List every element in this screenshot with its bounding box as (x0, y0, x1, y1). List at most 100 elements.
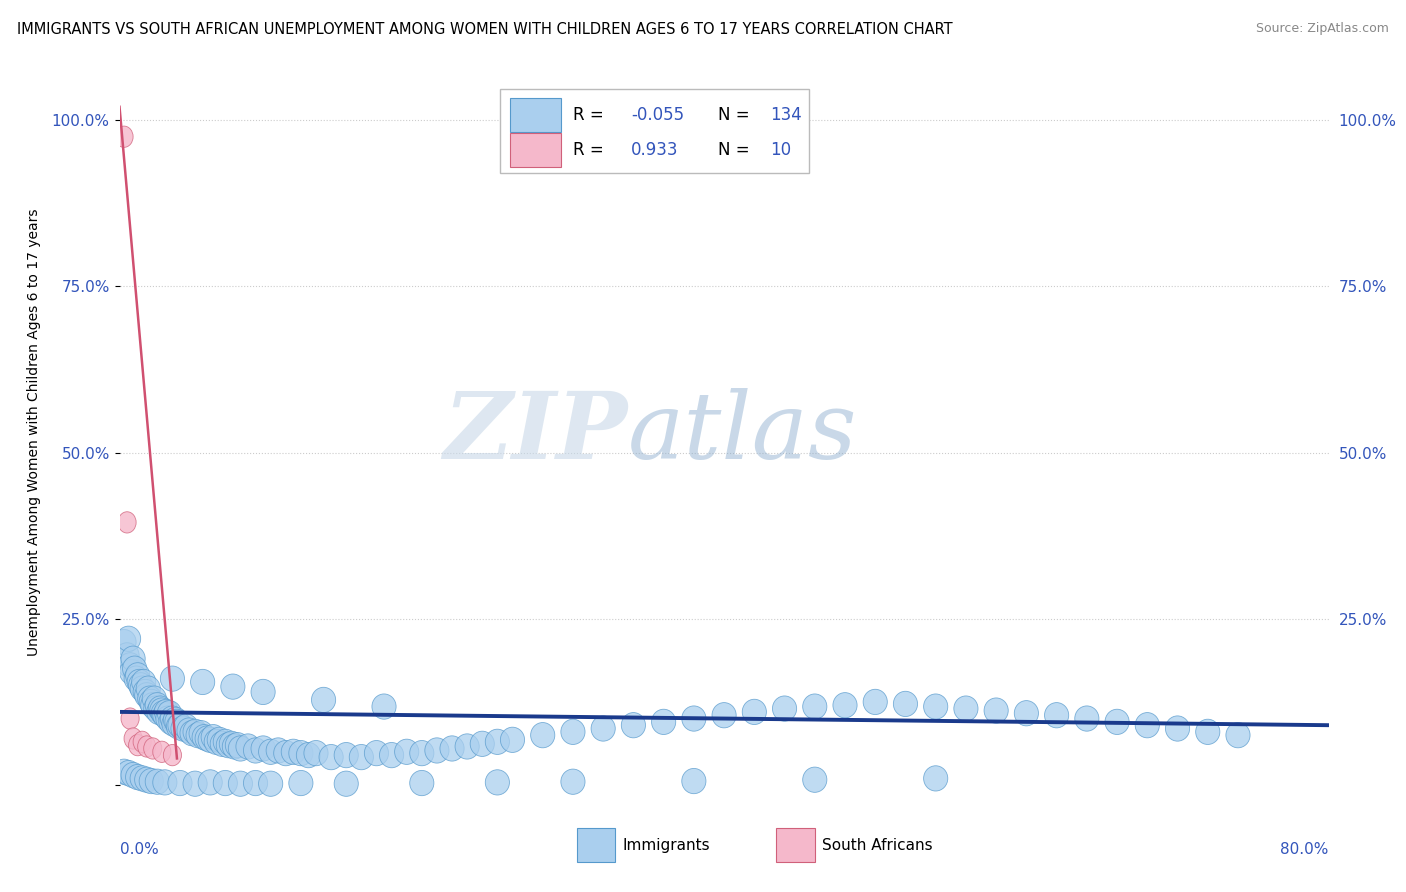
Ellipse shape (153, 770, 177, 795)
Ellipse shape (772, 696, 797, 722)
Ellipse shape (252, 736, 276, 761)
Ellipse shape (195, 726, 219, 751)
Text: Immigrants: Immigrants (623, 838, 710, 853)
Ellipse shape (131, 765, 155, 791)
Ellipse shape (115, 126, 134, 147)
Ellipse shape (266, 738, 290, 763)
Ellipse shape (485, 770, 509, 795)
FancyBboxPatch shape (501, 89, 808, 173)
Ellipse shape (409, 771, 434, 796)
Ellipse shape (145, 769, 169, 795)
Ellipse shape (349, 745, 374, 770)
Ellipse shape (115, 643, 139, 668)
Ellipse shape (335, 742, 359, 768)
Text: atlas: atlas (627, 388, 856, 477)
Ellipse shape (135, 767, 159, 792)
Ellipse shape (425, 738, 449, 763)
Ellipse shape (186, 723, 211, 747)
Ellipse shape (172, 716, 195, 741)
Ellipse shape (207, 727, 232, 753)
Ellipse shape (180, 721, 204, 746)
Ellipse shape (163, 745, 181, 765)
Ellipse shape (132, 669, 156, 695)
Ellipse shape (1105, 709, 1129, 734)
Ellipse shape (1045, 703, 1069, 728)
Ellipse shape (118, 653, 142, 678)
Ellipse shape (124, 728, 142, 749)
Ellipse shape (157, 700, 181, 726)
Ellipse shape (395, 739, 419, 764)
Ellipse shape (163, 707, 187, 732)
Text: South Africans: South Africans (823, 838, 932, 853)
Ellipse shape (364, 740, 388, 765)
Ellipse shape (135, 682, 159, 708)
Ellipse shape (225, 732, 249, 758)
Ellipse shape (160, 666, 184, 691)
Ellipse shape (128, 734, 146, 756)
FancyBboxPatch shape (510, 134, 561, 167)
Ellipse shape (143, 738, 162, 759)
Ellipse shape (148, 696, 173, 722)
Ellipse shape (183, 771, 207, 797)
Ellipse shape (142, 686, 166, 711)
Ellipse shape (711, 703, 737, 728)
Ellipse shape (198, 727, 222, 753)
Ellipse shape (134, 680, 157, 705)
Ellipse shape (319, 745, 343, 770)
Ellipse shape (138, 736, 156, 757)
Ellipse shape (118, 512, 136, 533)
Ellipse shape (211, 731, 235, 756)
Ellipse shape (139, 768, 163, 794)
Ellipse shape (803, 694, 827, 719)
Ellipse shape (193, 724, 217, 750)
Ellipse shape (297, 742, 321, 768)
Ellipse shape (236, 734, 260, 759)
Ellipse shape (561, 719, 585, 745)
Text: R =: R = (574, 106, 603, 124)
Ellipse shape (561, 769, 585, 795)
Ellipse shape (138, 686, 162, 711)
Ellipse shape (832, 692, 858, 718)
Ellipse shape (146, 699, 172, 724)
Ellipse shape (117, 626, 141, 651)
Ellipse shape (243, 771, 267, 796)
Ellipse shape (651, 709, 676, 734)
Ellipse shape (177, 718, 201, 743)
Ellipse shape (456, 734, 479, 759)
Ellipse shape (440, 736, 464, 761)
Ellipse shape (127, 669, 152, 695)
Ellipse shape (174, 714, 198, 739)
Ellipse shape (204, 729, 228, 755)
Ellipse shape (409, 740, 434, 765)
Ellipse shape (124, 666, 148, 691)
Ellipse shape (201, 724, 225, 750)
Text: 10: 10 (770, 141, 792, 160)
Text: IMMIGRANTS VS SOUTH AFRICAN UNEMPLOYMENT AMONG WOMEN WITH CHILDREN AGES 6 TO 17 : IMMIGRANTS VS SOUTH AFRICAN UNEMPLOYMENT… (17, 22, 952, 37)
Ellipse shape (591, 716, 616, 741)
Ellipse shape (1074, 706, 1099, 731)
Ellipse shape (191, 669, 215, 695)
Ellipse shape (214, 771, 238, 796)
Ellipse shape (162, 711, 186, 737)
Ellipse shape (335, 771, 359, 797)
FancyBboxPatch shape (510, 98, 561, 132)
Ellipse shape (188, 721, 214, 746)
Ellipse shape (924, 694, 948, 719)
Text: 0.0%: 0.0% (120, 841, 159, 856)
Text: 0.933: 0.933 (631, 141, 679, 160)
Ellipse shape (153, 703, 177, 728)
Ellipse shape (136, 676, 160, 701)
Text: Source: ZipAtlas.com: Source: ZipAtlas.com (1256, 22, 1389, 36)
FancyBboxPatch shape (776, 829, 815, 862)
Ellipse shape (219, 731, 243, 756)
Ellipse shape (682, 768, 706, 794)
Text: N =: N = (718, 106, 749, 124)
Ellipse shape (143, 696, 167, 722)
Ellipse shape (221, 674, 245, 699)
Ellipse shape (304, 740, 328, 765)
Ellipse shape (1166, 716, 1189, 741)
Ellipse shape (141, 692, 165, 718)
Ellipse shape (621, 713, 645, 738)
Ellipse shape (228, 736, 253, 761)
Ellipse shape (259, 771, 283, 797)
